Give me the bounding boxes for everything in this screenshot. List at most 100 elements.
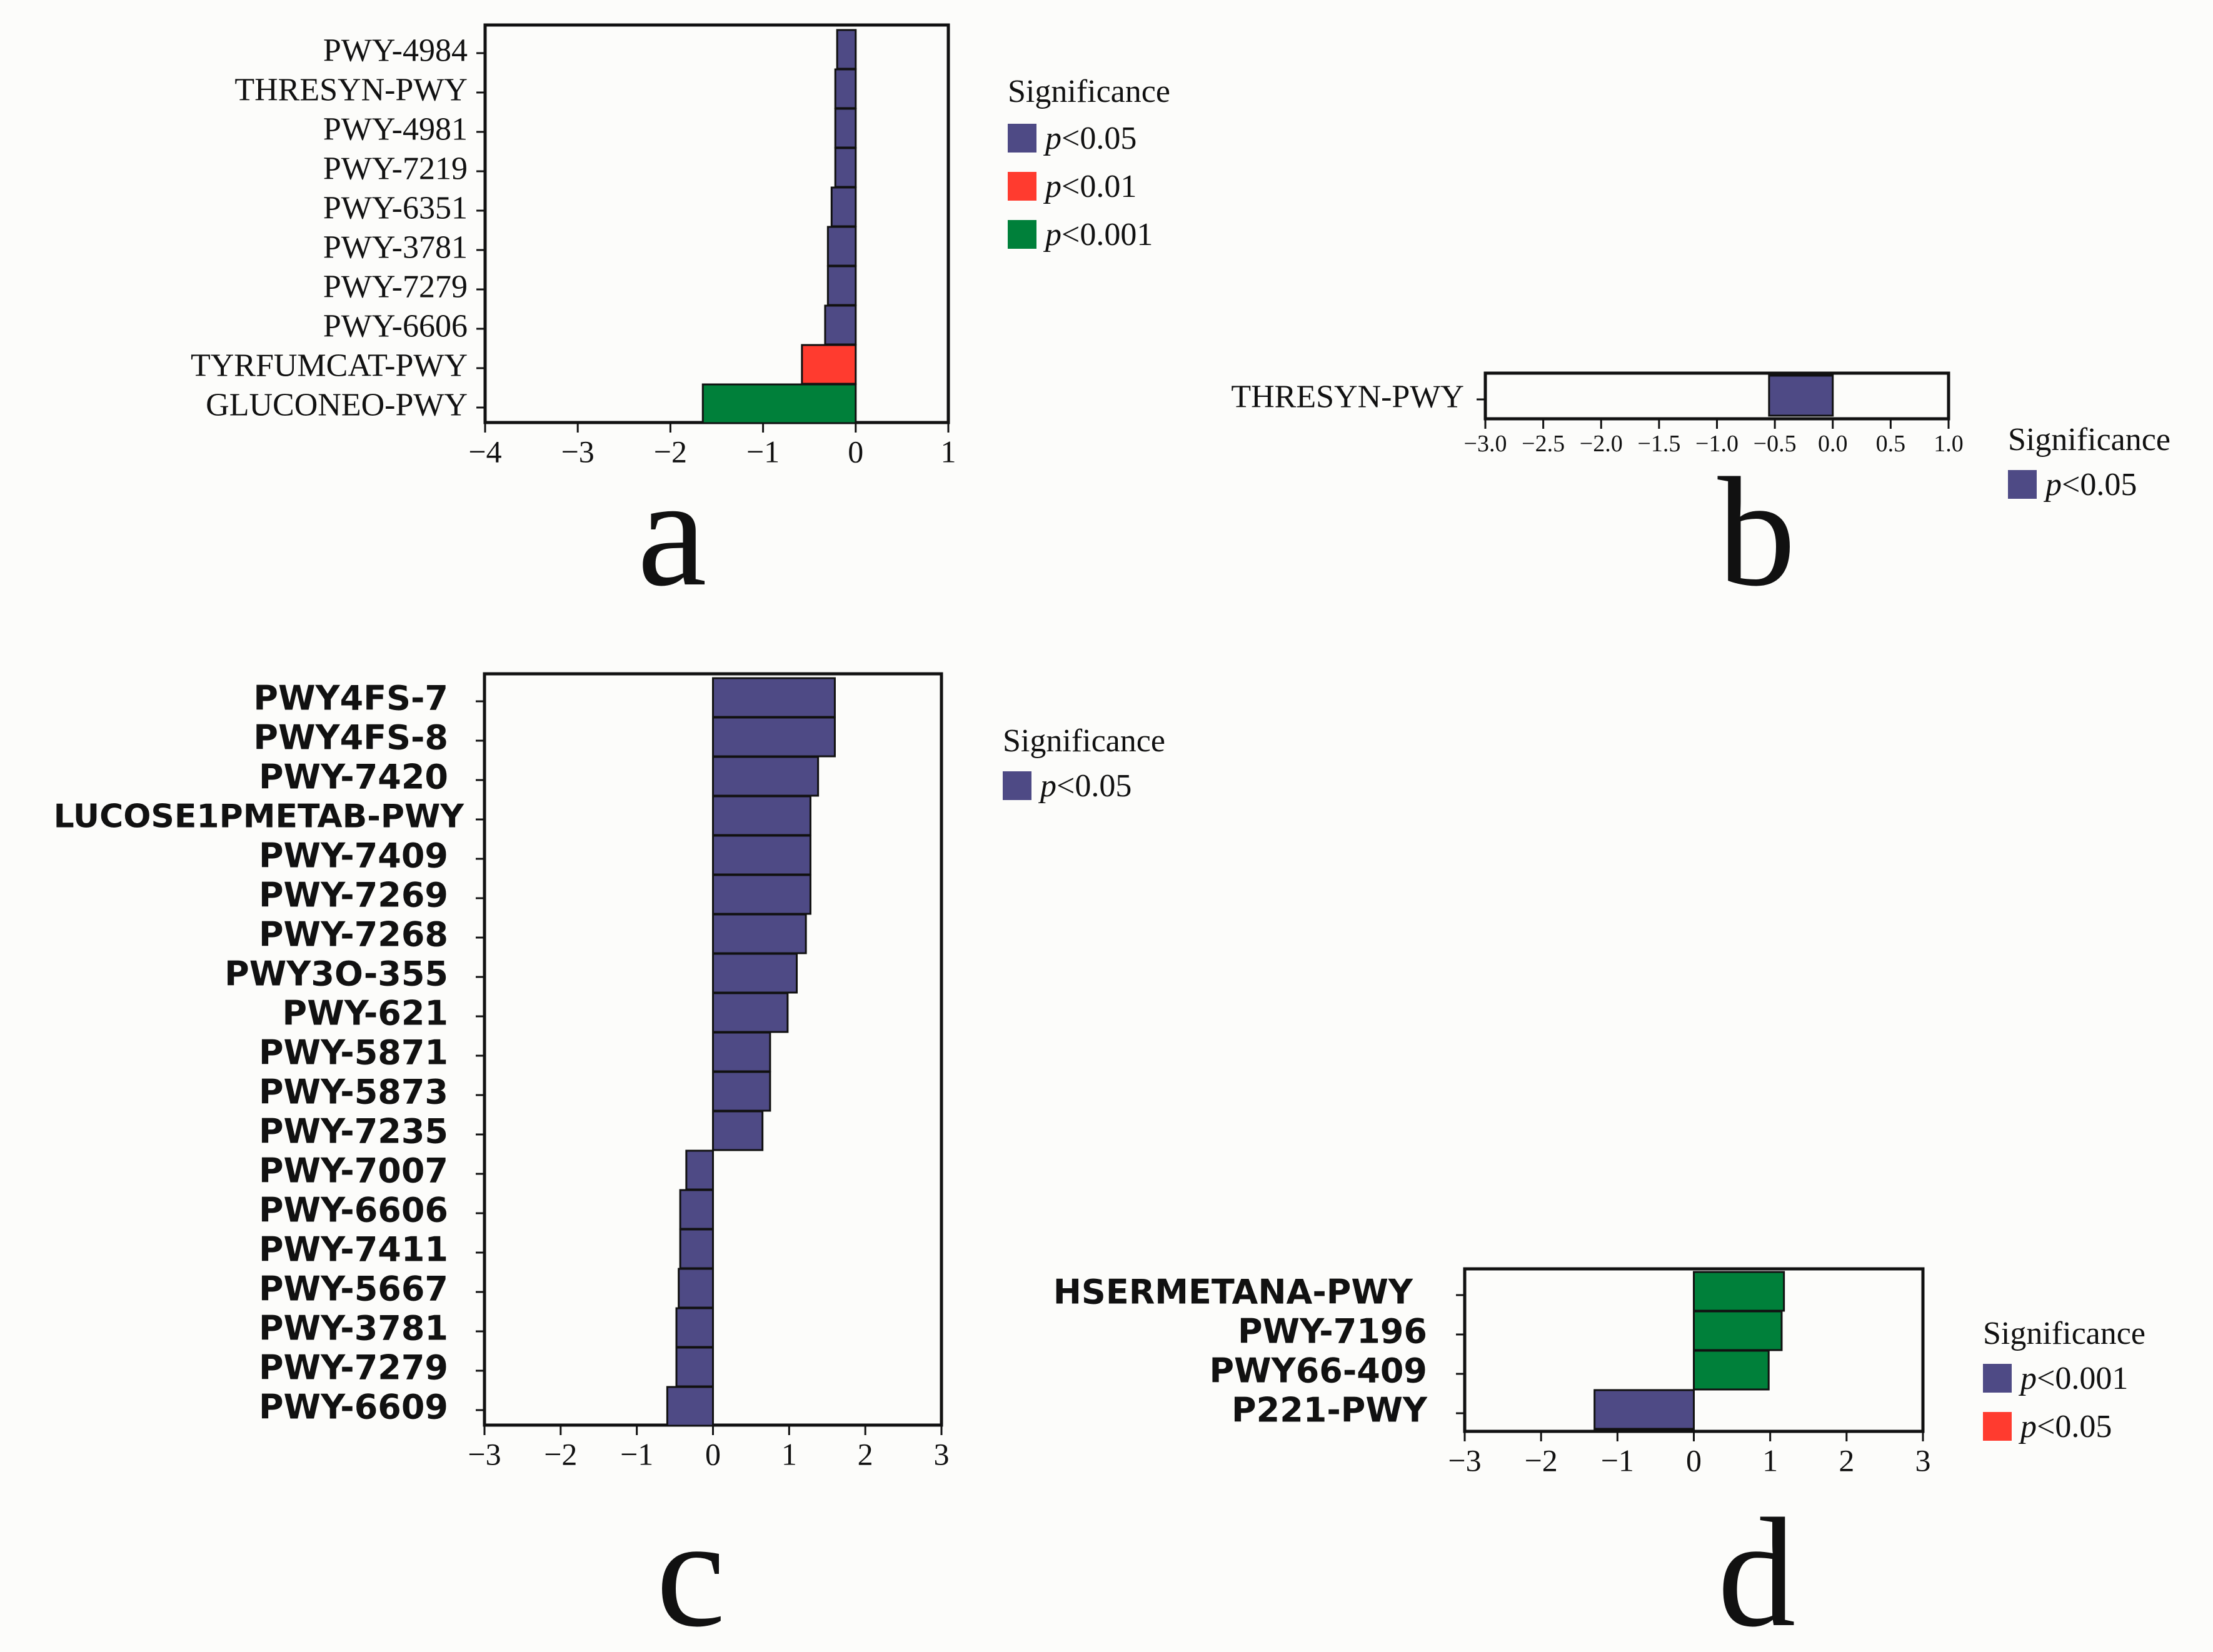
legend-threshold: <0.05 xyxy=(1061,121,1137,156)
bar-c-PWY-3781 xyxy=(675,1307,715,1348)
category-label-c: PWY-7411 xyxy=(259,1229,448,1269)
category-label-c: PWY-7235 xyxy=(259,1111,448,1151)
x-tick-label-a: 1 xyxy=(941,434,956,469)
bar-d-PWY66-409 xyxy=(1693,1349,1770,1391)
legend-p-symbol: p xyxy=(1038,768,1056,804)
category-label-a: THRESYN-PWY xyxy=(234,73,468,108)
x-tick-label-c: 1 xyxy=(781,1437,797,1472)
x-tick-label-c: 0 xyxy=(705,1437,721,1472)
x-tick-label-d: 1 xyxy=(1762,1443,1778,1478)
category-label-c: PWY-3781 xyxy=(259,1308,448,1348)
category-label-a: PWY-4981 xyxy=(323,112,468,148)
legend-swatch-d xyxy=(1983,1412,2012,1441)
category-label-d: P221-PWY xyxy=(1232,1390,1428,1429)
bar-c-PWY-7411 xyxy=(679,1228,715,1269)
category-label-c: PWY-5871 xyxy=(259,1033,448,1072)
x-tick-label-d: 2 xyxy=(1839,1443,1854,1478)
legend-label-a: p<0.001 xyxy=(1043,217,1153,253)
x-tick-label-b: −1.5 xyxy=(1637,431,1680,457)
x-tick-label-a: −4 xyxy=(468,434,501,469)
category-label-a: GLUCONEO-PWY xyxy=(206,388,468,423)
x-tick-label-c: −1 xyxy=(620,1437,653,1472)
x-tick-label-b: 1.0 xyxy=(1934,431,1964,457)
category-label-c: PWY-7420 xyxy=(259,757,448,796)
category-label-c: PWY-6609 xyxy=(259,1387,448,1426)
legend-p-symbol: p xyxy=(1043,169,1061,204)
legend-swatch-a xyxy=(1008,172,1036,201)
bar-c-PWY4FS-7 xyxy=(712,677,836,718)
bar-b-THRESYN-PWY xyxy=(1768,374,1834,417)
x-tick-label-b: −1.0 xyxy=(1695,431,1739,457)
legend-title-a: Significance xyxy=(1008,74,1170,109)
legend-swatch-a xyxy=(1008,124,1036,153)
x-tick-label-c: −2 xyxy=(544,1437,577,1472)
bar-c-PWY-6609 xyxy=(666,1386,715,1427)
legend-swatch-a xyxy=(1008,220,1036,249)
x-tick-label-b: 0.5 xyxy=(1876,431,1906,457)
bar-a-PWY-4984 xyxy=(836,29,857,70)
bar-c-PWY3O-355 xyxy=(712,953,798,994)
x-tick-label-a: 0 xyxy=(848,434,863,469)
legend-p-symbol: p xyxy=(2043,467,2062,503)
bar-c-PWY-621 xyxy=(712,992,789,1033)
bar-a-GLUCONEO-PWY xyxy=(701,383,857,424)
bar-c-PWY-7268 xyxy=(712,913,807,954)
x-tick-label-d: 3 xyxy=(1915,1443,1931,1478)
legend-label-d: p<0.05 xyxy=(2018,1409,2112,1444)
x-tick-label-b: −2.5 xyxy=(1522,431,1565,457)
bar-c-PWY-7279 xyxy=(675,1346,715,1388)
bar-a-THRESYN-PWY xyxy=(834,68,857,109)
category-label-c: PWY-5873 xyxy=(259,1072,448,1111)
legend-threshold: <0.001 xyxy=(2037,1361,2128,1396)
category-label-d: PWY66-409 xyxy=(1209,1351,1427,1390)
bar-a-TYRFUMCAT-PWY xyxy=(801,344,857,385)
category-label-c: PWY-7007 xyxy=(259,1151,448,1190)
category-label-c: PWY-7268 xyxy=(259,914,448,954)
category-label-a: PWY-3781 xyxy=(323,230,468,266)
legend-title-b: Significance xyxy=(2008,422,2170,458)
x-tick-label-d: −3 xyxy=(1448,1443,1481,1478)
category-label-c: PWY3O-355 xyxy=(224,954,448,993)
x-tick-label-d: 0 xyxy=(1686,1443,1702,1478)
category-label-a: TYRFUMCAT-PWY xyxy=(191,348,468,384)
x-tick-label-d: −1 xyxy=(1601,1443,1634,1478)
legend-threshold: <0.01 xyxy=(1061,169,1137,204)
legend-label-a: p<0.01 xyxy=(1043,169,1137,204)
category-label-c: PWY-7269 xyxy=(259,875,448,914)
x-tick-label-b: −2.0 xyxy=(1580,431,1623,457)
bar-a-PWY-7219 xyxy=(834,147,857,188)
x-tick-label-c: −3 xyxy=(468,1437,501,1472)
category-label-c: PWY-6606 xyxy=(259,1190,448,1229)
category-label-c: LUCOSE1PMETAB-PWY xyxy=(54,798,465,836)
x-tick-label-a: −2 xyxy=(654,434,687,469)
x-tick-label-b: −3.0 xyxy=(1464,431,1507,457)
bar-c-PWY-7409 xyxy=(712,834,811,876)
bar-a-PWY-6351 xyxy=(830,186,857,228)
legend-threshold: <0.05 xyxy=(1056,768,1132,804)
legend-swatch-b xyxy=(2008,470,2037,499)
panel-letter-a: a xyxy=(638,446,707,619)
category-label-c: PWY-621 xyxy=(283,993,448,1033)
x-tick-label-b: 0.0 xyxy=(1818,431,1848,457)
bar-d-P221-PWY xyxy=(1593,1389,1695,1430)
legend-threshold: <0.05 xyxy=(2062,467,2137,503)
legend-p-symbol: p xyxy=(1043,121,1061,156)
bar-c-PWY-6606 xyxy=(679,1189,715,1230)
legend-swatch-c xyxy=(1003,771,1031,800)
panel-letter-d: d xyxy=(1718,1486,1796,1652)
category-label-c: PWY-7409 xyxy=(259,836,448,875)
bar-c-PWY-5873 xyxy=(712,1071,771,1112)
panel-d: HSERMETANA-PWYPWY-7196PWY66-409P221-PWY−… xyxy=(1053,1267,2145,1652)
category-label-a: PWY-4984 xyxy=(323,33,468,69)
x-tick-label-d: −2 xyxy=(1525,1443,1558,1478)
bar-c-LUCOSE1PMETAB-PWY xyxy=(712,795,811,836)
bar-a-PWY-7279 xyxy=(826,265,857,306)
legend-threshold: <0.05 xyxy=(2037,1409,2112,1444)
bar-c-PWY-7007 xyxy=(685,1149,714,1191)
category-label-a: PWY-6351 xyxy=(323,191,468,226)
category-label-c: PWY-7279 xyxy=(259,1348,448,1387)
legend-label-a: p<0.05 xyxy=(1043,121,1137,156)
legend-p-symbol: p xyxy=(2018,1361,2037,1396)
legend-p-symbol: p xyxy=(2018,1409,2037,1444)
